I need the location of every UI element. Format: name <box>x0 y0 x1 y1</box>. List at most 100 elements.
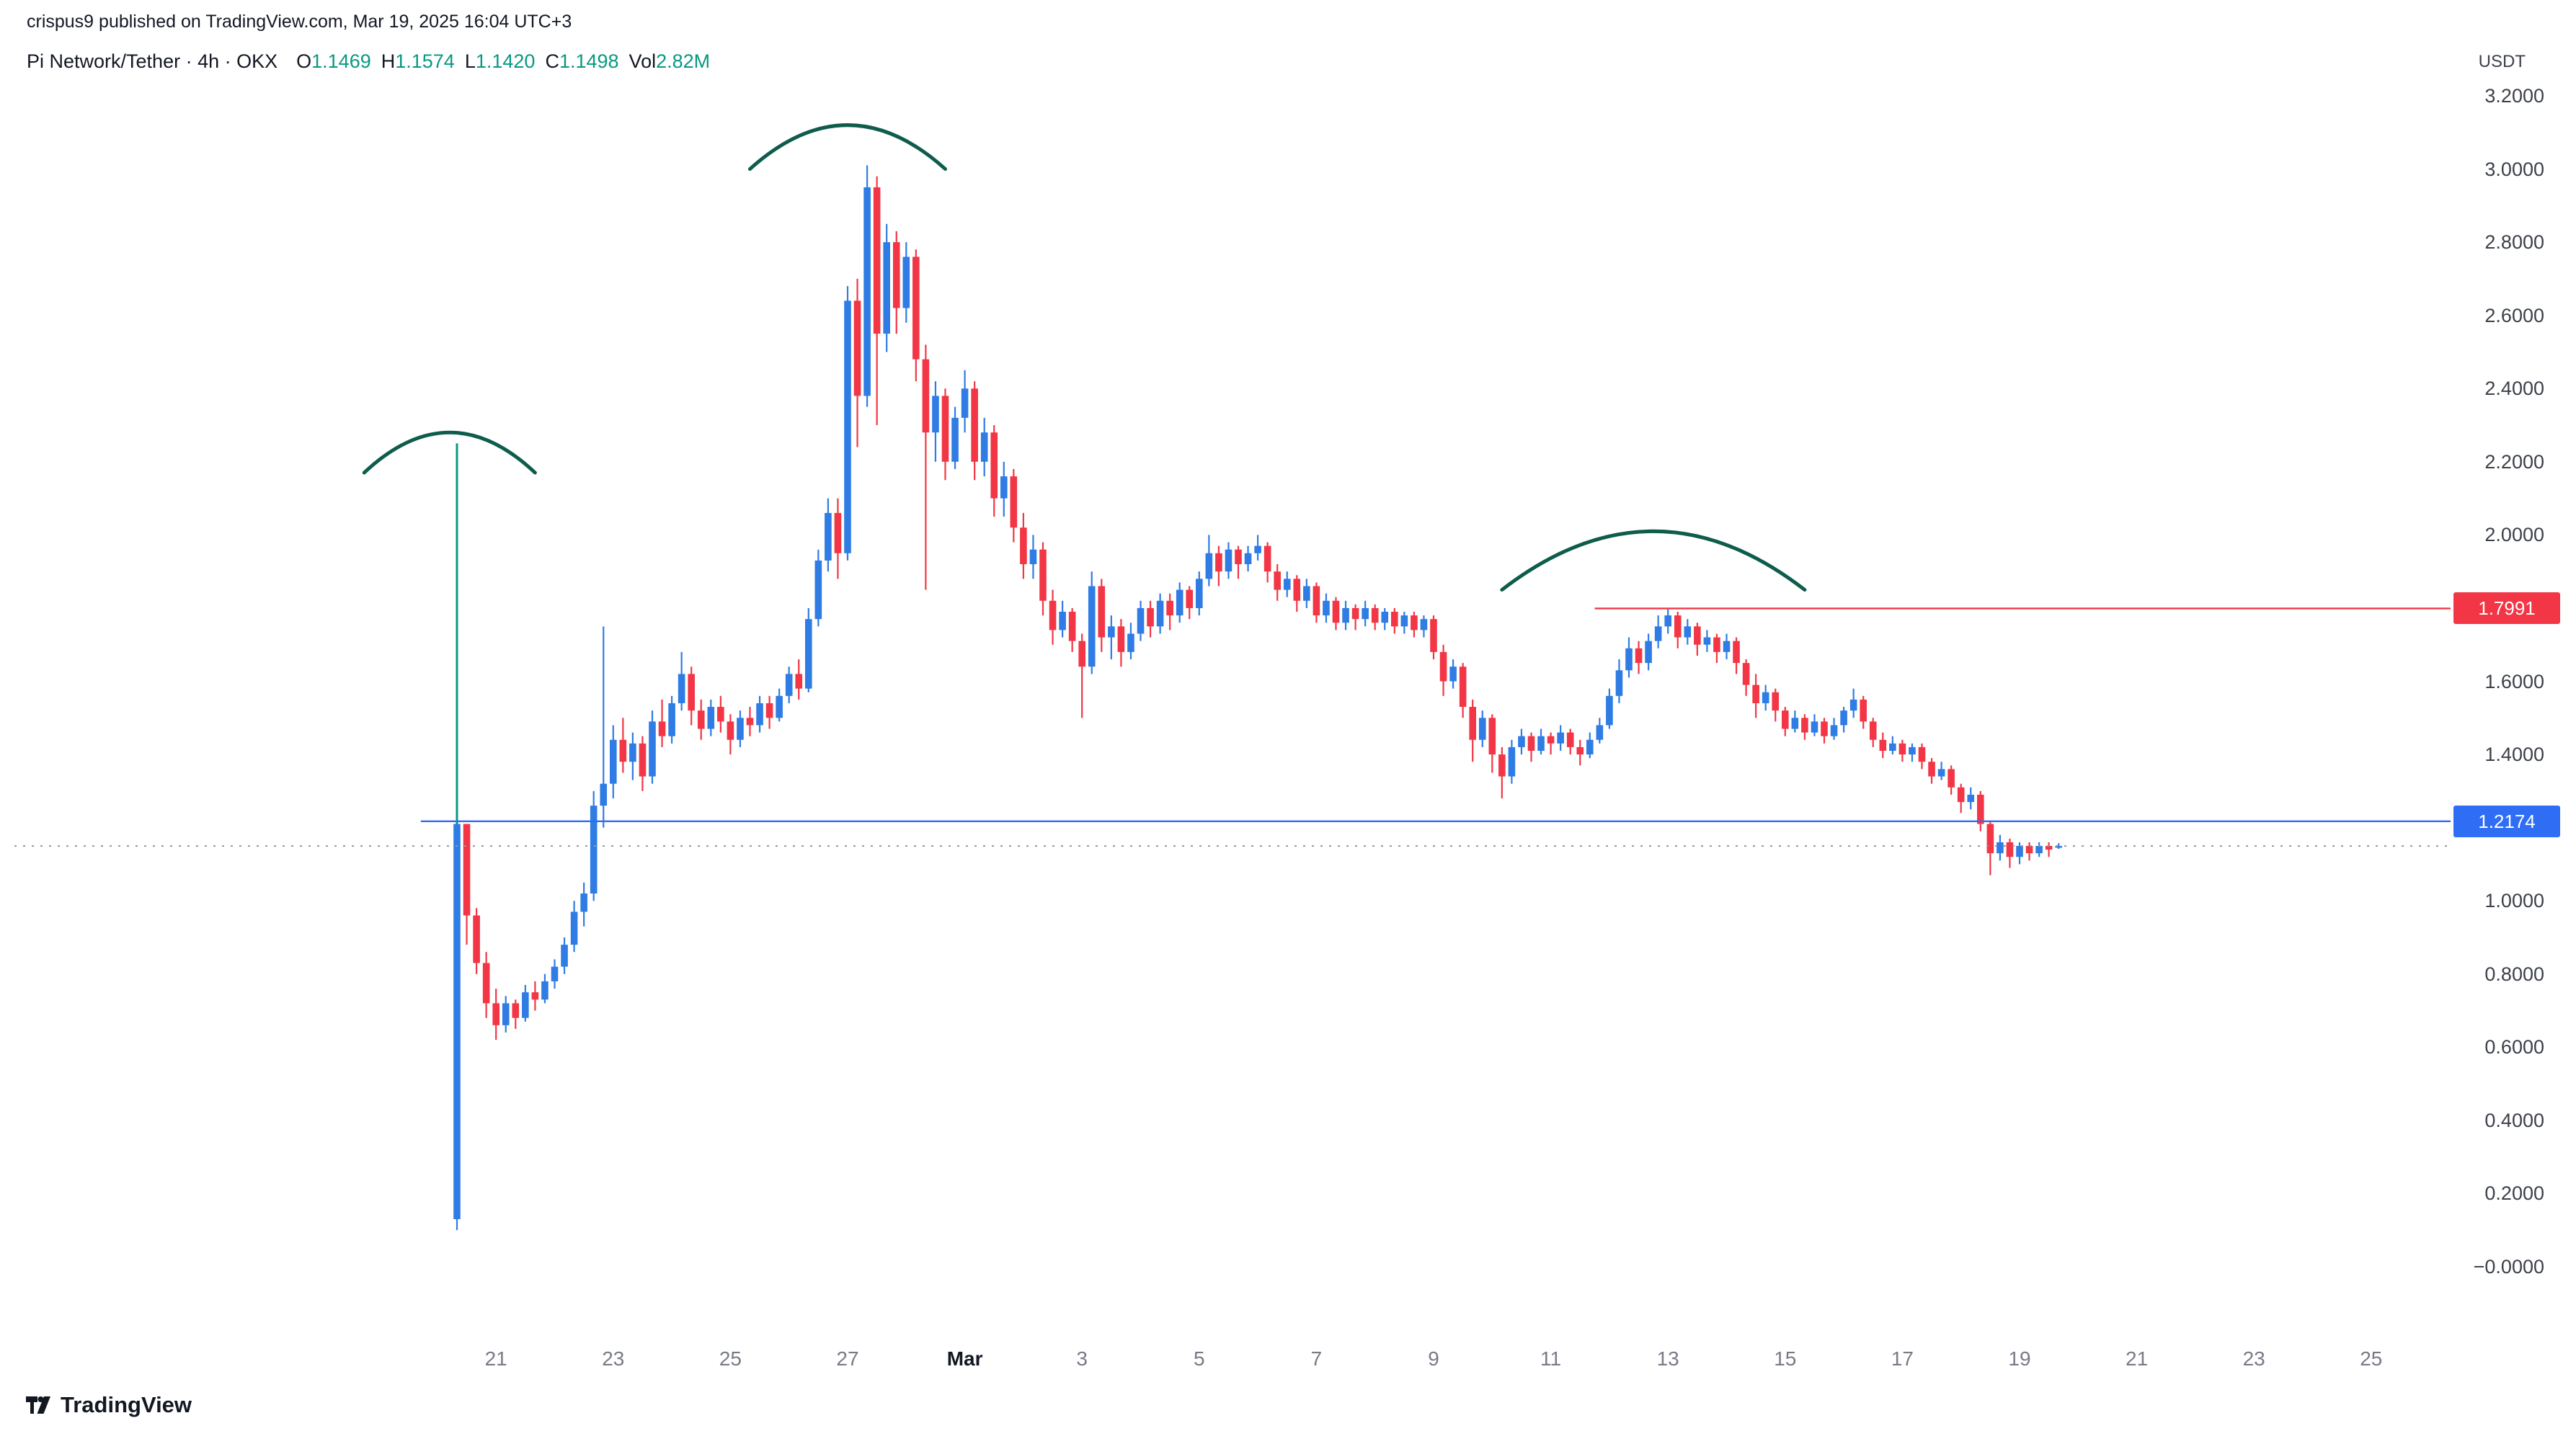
candle-body <box>1918 746 1926 762</box>
candle-body <box>1400 615 1408 627</box>
price-tick-label: 2.4000 <box>2484 378 2544 400</box>
candle-body <box>1566 732 1574 747</box>
candle-body <box>1293 579 1301 601</box>
candle-body <box>1723 641 1731 652</box>
candle-body <box>2025 846 2033 854</box>
candle-body <box>1391 612 1398 627</box>
tradingview-branding[interactable]: TradingView <box>25 1392 192 1418</box>
candle-body <box>658 721 666 736</box>
time-tick-label: 7 <box>1310 1347 1323 1370</box>
candle-body <box>1791 718 1799 729</box>
candle-body <box>1108 626 1115 638</box>
candle-body <box>795 674 803 689</box>
candle-body <box>1351 607 1359 620</box>
candle-body <box>1176 589 1183 616</box>
price-tick-label: −0.0000 <box>2473 1256 2544 1278</box>
candle-body <box>883 242 890 334</box>
candle-body <box>707 707 715 729</box>
candle-body <box>902 257 910 308</box>
candle-body <box>1303 586 1310 601</box>
candle-body <box>1088 586 1096 667</box>
candle-body <box>922 359 930 433</box>
candle-body <box>1205 553 1213 579</box>
candle-body <box>1430 619 1437 652</box>
candle-body <box>834 512 842 553</box>
candle-body <box>1225 549 1233 572</box>
candle-body <box>1811 721 1818 733</box>
price-tick-label: 1.0000 <box>2484 890 2544 912</box>
support-price-label[interactable]: 1.2174 <box>2453 805 2560 837</box>
candle-body <box>2055 846 2062 848</box>
candle-body <box>1411 615 1418 630</box>
arc-annotation[interactable] <box>1500 529 1807 592</box>
resistance-price-label[interactable]: 1.7991 <box>2453 592 2560 625</box>
candle-body <box>1098 586 1106 638</box>
candle-body <box>1840 710 1847 726</box>
time-tick-label: 21 <box>2126 1347 2149 1370</box>
ohlc-values: O1.1469 H1.1574 L1.1420 C1.1498 Vol2.82M <box>296 50 710 73</box>
candle-body <box>1235 549 1242 564</box>
time-tick-label: 23 <box>602 1347 625 1370</box>
arc-annotation[interactable] <box>748 123 947 171</box>
candle-body <box>1020 527 1027 564</box>
candle-body <box>1244 553 1252 564</box>
time-tick-label: 17 <box>1891 1347 1914 1370</box>
candle-body <box>1469 707 1476 740</box>
symbol-legend[interactable]: Pi Network/Tether · 4h · OKX O1.1469 H1.1… <box>27 50 710 73</box>
candle-body <box>1547 736 1555 744</box>
time-axis[interactable]: 21 23 25 27 Mar 3 5 7 9 11 13 15 17 19 21 23 25 <box>0 1339 2576 1389</box>
candle-body <box>776 695 783 718</box>
candle-body <box>590 806 598 894</box>
candle-body <box>1997 842 2004 854</box>
price-tick-label: 1.4000 <box>2484 744 2544 766</box>
time-tick-label: 27 <box>836 1347 859 1370</box>
ohlc-item: C1.1498 <box>545 50 619 72</box>
time-tick-label: 19 <box>2008 1347 2031 1370</box>
candle-body <box>1196 579 1203 608</box>
candle-body <box>1527 736 1535 751</box>
candle-body <box>1478 718 1486 740</box>
candle-body <box>785 674 793 696</box>
candle-body <box>1694 626 1701 645</box>
candle-body <box>892 242 900 308</box>
price-tick-label: 2.2000 <box>2484 450 2544 473</box>
symbol-title[interactable]: Pi Network/Tether · 4h · OKX <box>27 50 278 72</box>
time-tick-label: 23 <box>2242 1347 2265 1370</box>
candle-body <box>1439 651 1447 682</box>
candle-body <box>1166 600 1173 616</box>
candle-body <box>853 300 861 396</box>
candle-body <box>551 966 559 981</box>
price-axis[interactable]: 3.2000 3.0000 2.8000 2.6000 2.4000 2.2000 2.00… <box>2451 0 2576 1340</box>
price-tick-label: 0.6000 <box>2484 1036 2544 1058</box>
candle-body <box>1156 600 1164 627</box>
time-tick-label: 3 <box>1076 1347 1088 1370</box>
candle-body <box>1967 794 1975 803</box>
candle-body <box>941 396 949 462</box>
candle-body <box>502 1003 510 1025</box>
candle-body <box>1615 670 1623 696</box>
candle-body <box>1742 663 1750 685</box>
candle-body <box>1332 600 1340 623</box>
candle-body <box>1508 746 1516 777</box>
candle-body <box>1830 725 1838 736</box>
time-tick-label: 25 <box>719 1347 742 1370</box>
candle-body <box>1420 619 1428 630</box>
candle-body <box>1059 612 1066 630</box>
candle-body <box>1263 545 1271 572</box>
arc-annotation[interactable] <box>362 430 537 475</box>
time-tick-label: 11 <box>1540 1347 1562 1370</box>
price-tick-label: 2.0000 <box>2484 524 2544 546</box>
candle-body <box>873 187 881 334</box>
tradingview-logo-text: TradingView <box>61 1392 192 1417</box>
candle-body <box>756 703 763 726</box>
time-tick-label: 15 <box>1774 1347 1797 1370</box>
candle-body <box>951 417 959 462</box>
candle-body <box>1947 769 1955 788</box>
candle-body <box>1664 615 1671 627</box>
time-tick-label: Mar <box>946 1347 983 1370</box>
candle-body <box>619 739 627 762</box>
candle-body <box>1449 667 1457 682</box>
time-tick-label: 21 <box>484 1347 507 1370</box>
candle-body <box>961 388 969 418</box>
